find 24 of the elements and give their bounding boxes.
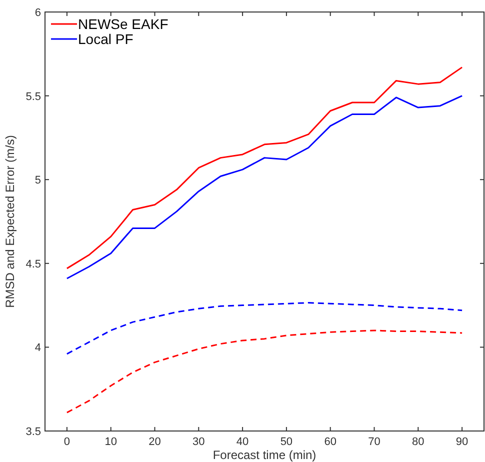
x-tick-label: 70 bbox=[368, 436, 380, 448]
y-tick-label: 4.5 bbox=[26, 258, 41, 270]
line-series bbox=[66, 302, 463, 355]
x-tick-label: 80 bbox=[412, 436, 424, 448]
x-tick-label: 10 bbox=[104, 436, 117, 448]
legend-label: NEWSe EAKF bbox=[78, 16, 168, 32]
y-tick-label: 5.5 bbox=[26, 90, 41, 103]
x-tick-label: 60 bbox=[324, 436, 336, 448]
line-series bbox=[66, 330, 463, 414]
y-tick-label: 6 bbox=[34, 7, 41, 19]
y-tick-label: 5 bbox=[34, 174, 41, 187]
x-tick-label: 30 bbox=[192, 436, 205, 448]
y-tick-label: 3.5 bbox=[26, 426, 41, 438]
x-tick-label: 40 bbox=[236, 436, 249, 448]
x-tick-label: 90 bbox=[456, 436, 468, 448]
x-tick-label: 50 bbox=[280, 436, 293, 448]
x-axis-title: Forecast time (min) bbox=[212, 448, 316, 462]
y-axis-title: RMSD and Expected Error (m/s) bbox=[3, 135, 17, 308]
legend-label: Local PF bbox=[78, 31, 134, 47]
y-tick-label: 4 bbox=[34, 342, 41, 354]
line-series bbox=[66, 66, 463, 270]
x-tick-label: 0 bbox=[64, 436, 70, 448]
line-series bbox=[66, 95, 463, 280]
x-tick-label: 20 bbox=[148, 436, 161, 448]
